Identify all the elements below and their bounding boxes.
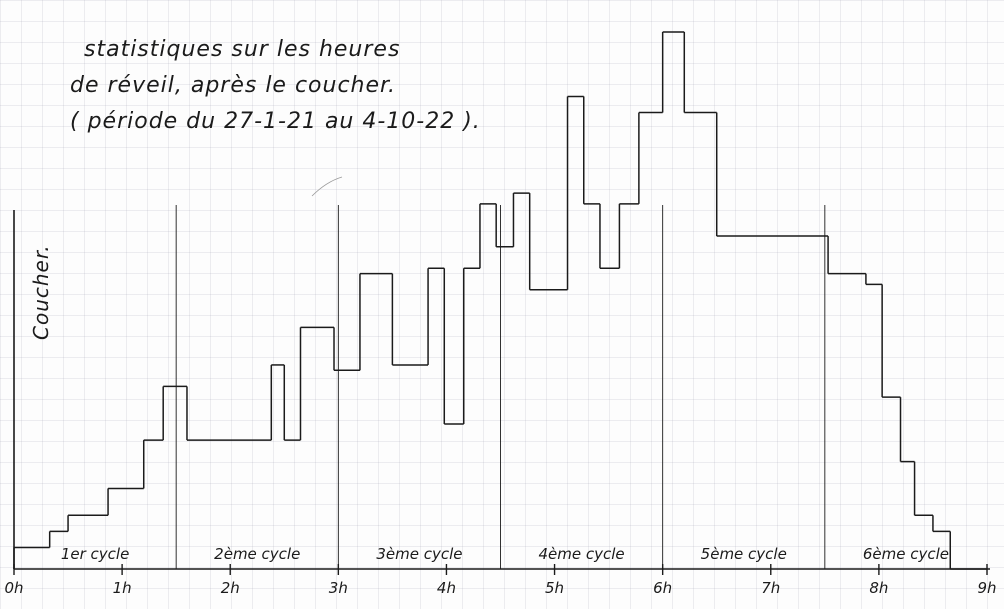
title-line-3: ( période du 27-1-21 au 4-10-22 ). [70, 109, 481, 134]
pencil-stray-mark [311, 176, 343, 197]
x-tick-label-9: 9h [977, 579, 996, 597]
x-tick-label-7: 7h [761, 579, 780, 597]
x-tick-label-8: 8h [869, 579, 888, 597]
cycle-label-4: 4ème cycle [539, 545, 625, 563]
cycle-label-3: 3ème cycle [376, 545, 462, 563]
cycle-label-2: 2ème cycle [214, 545, 300, 563]
title-line-1: statistiques sur les heures [84, 37, 400, 62]
cycle-dividers [175, 205, 826, 569]
cycle-label-5: 5ème cycle [701, 545, 787, 563]
cycle-label-1: 1er cycle [61, 545, 129, 563]
x-tick-label-5: 5h [545, 579, 564, 597]
x-tick-label-4: 4h [437, 579, 456, 597]
cycle-labels: 1er cycle 2ème cycle 3ème cycle 4ème cycle 5… [61, 545, 949, 563]
cycle-label-6: 6ème cycle [863, 545, 949, 563]
x-axis-ticks: 0h 1h 2h 3h 4h 5h 6h 7h 8h 9h [4, 564, 997, 597]
x-tick-label-6: 6h [653, 579, 672, 597]
title-line-2: de réveil, après le coucher. [70, 73, 396, 98]
x-tick-label-3: 3h [329, 579, 348, 597]
x-tick-label-2: 2h [221, 579, 240, 597]
x-tick-label-0: 0h [4, 579, 23, 597]
y-axis-label: Coucher. [29, 244, 53, 340]
x-tick-label-1: 1h [113, 579, 132, 597]
chart-title: statistiques sur les heures de réveil, a… [70, 37, 481, 134]
